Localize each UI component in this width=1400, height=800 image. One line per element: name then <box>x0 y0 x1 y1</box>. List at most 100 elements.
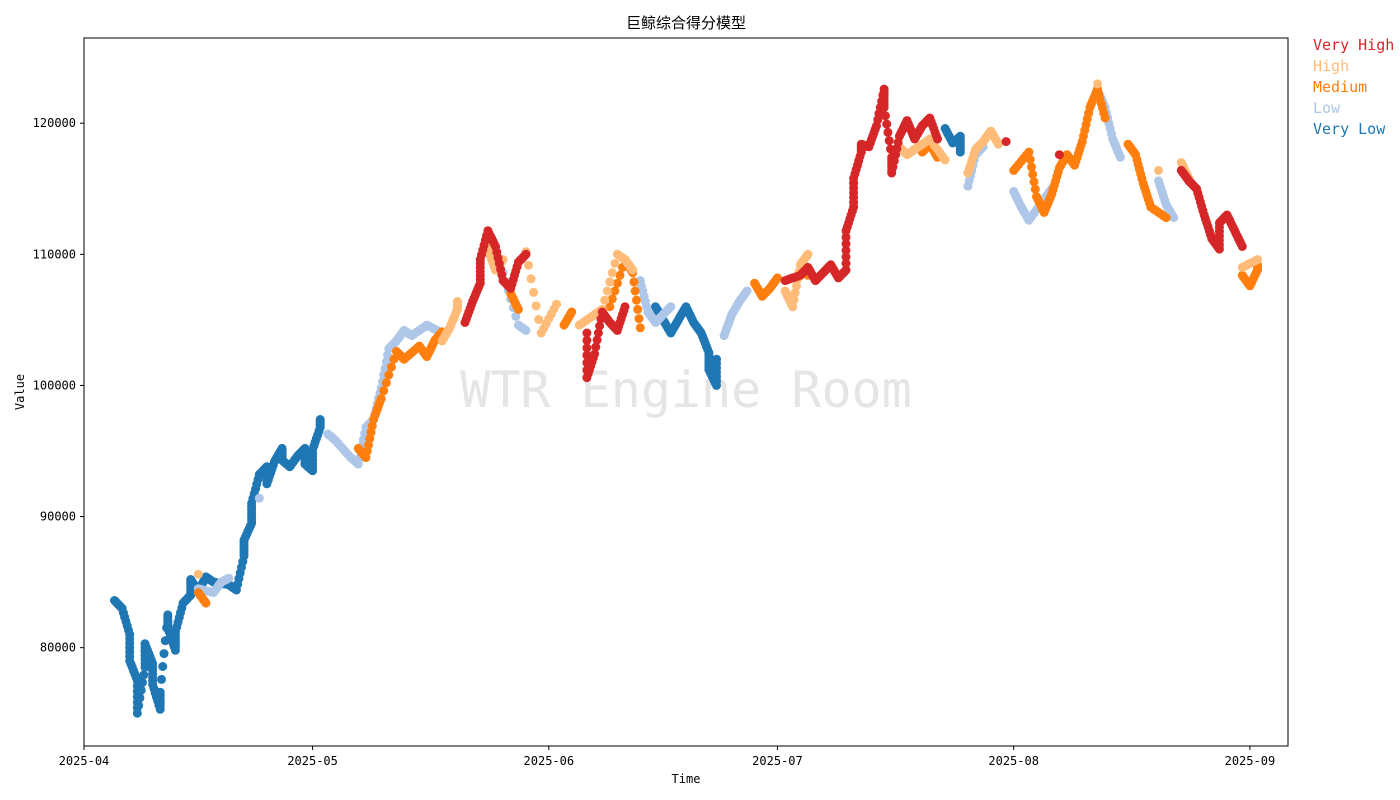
medium-point <box>615 270 625 280</box>
very-high-point <box>582 328 592 338</box>
medium-point <box>1161 213 1171 223</box>
high-point <box>193 569 203 579</box>
very-low-point <box>132 708 142 718</box>
plot-frame <box>83 37 1289 747</box>
y-tick-label: 80000 <box>40 641 76 655</box>
very-high-point <box>593 328 603 338</box>
very-low-point <box>134 701 144 711</box>
medium-point <box>381 378 391 388</box>
y-tick-label: 100000 <box>33 378 76 392</box>
very-low-point <box>159 649 169 659</box>
very-high-point <box>841 239 851 249</box>
high-point <box>529 287 539 297</box>
very-low-point <box>955 147 965 157</box>
low-point <box>224 573 234 583</box>
very-high-point <box>933 134 942 144</box>
very-high-point <box>592 335 602 345</box>
very-high-point <box>841 245 851 255</box>
chart-title: 巨鲸综合得分模型 <box>626 14 746 32</box>
medium-point <box>633 304 643 314</box>
very-high-point <box>880 111 890 121</box>
very-high-point <box>882 119 892 129</box>
y-axis-title: Value <box>13 374 27 410</box>
very-high-point <box>591 342 601 352</box>
medium-point <box>513 304 523 314</box>
medium-point <box>632 295 641 305</box>
medium-point <box>1100 113 1110 123</box>
very-high-point <box>884 136 894 146</box>
medium-point <box>567 307 577 317</box>
high-point <box>526 274 536 284</box>
low-point <box>1169 213 1179 223</box>
medium-point <box>629 277 639 287</box>
very-high-point <box>620 302 630 312</box>
y-tick-label: 90000 <box>40 510 76 524</box>
y-tick-label: 120000 <box>33 116 76 130</box>
medium-point <box>1024 147 1034 157</box>
legend: Very High High Medium Low Very Low <box>1313 36 1394 138</box>
medium-point <box>376 394 386 404</box>
medium-point <box>379 386 389 396</box>
medium-point <box>1028 169 1038 179</box>
y-tick-label: 110000 <box>33 247 76 261</box>
medium-point <box>1025 155 1035 164</box>
very-high-point <box>841 232 851 242</box>
x-tick-label: 2025-06 <box>524 754 575 768</box>
very-high-point <box>1001 137 1011 147</box>
high-point <box>803 249 813 259</box>
very-low-point <box>135 693 145 703</box>
x-axis: 2025-04 2025-05 2025-06 2025-07 2025-08 2025-… <box>59 746 1275 768</box>
low-point <box>254 493 264 503</box>
x-tick-label: 2025-09 <box>1225 754 1276 768</box>
watermark: WTR Engine Room <box>460 361 912 419</box>
high-point <box>940 155 950 165</box>
very-high-point <box>582 343 592 353</box>
data-points <box>110 79 1262 718</box>
very-low-point <box>157 674 166 684</box>
low-point <box>511 311 521 321</box>
very-low-point <box>712 354 721 364</box>
very-high-point <box>582 335 592 345</box>
high-point <box>628 265 638 275</box>
high-point <box>792 281 801 291</box>
very-low-point <box>136 685 146 695</box>
legend-item-low: Low <box>1313 99 1341 117</box>
medium-point <box>201 598 211 608</box>
medium-point <box>1029 177 1039 187</box>
medium-point <box>384 370 394 380</box>
x-tick-label: 2025-07 <box>752 754 803 768</box>
high-point <box>605 277 615 287</box>
medium-point <box>630 286 640 296</box>
high-point <box>531 301 541 311</box>
very-high-point <box>841 252 851 262</box>
medium-point <box>610 286 620 296</box>
legend-item-high: High <box>1313 57 1349 75</box>
high-point <box>452 297 462 306</box>
very-low-point <box>155 687 165 697</box>
x-tick-label: 2025-04 <box>59 754 110 768</box>
medium-point <box>1030 184 1040 194</box>
very-low-point <box>139 670 149 680</box>
legend-item-very-high: Very High <box>1313 36 1394 54</box>
very-low-point <box>158 662 168 671</box>
high-point <box>1154 165 1163 175</box>
very-high-point <box>879 103 889 112</box>
high-point <box>552 299 561 309</box>
medium-point <box>605 302 615 312</box>
very-high-point <box>883 127 893 137</box>
medium-point <box>612 278 622 288</box>
x-tick-label: 2025-08 <box>988 754 1039 768</box>
medium-point <box>386 362 396 372</box>
very-high-point <box>521 249 531 259</box>
medium-point <box>607 294 617 304</box>
very-high-point <box>841 259 851 268</box>
plot-area: WTR Engine Room <box>83 37 1289 747</box>
very-high-point <box>590 349 600 359</box>
high-point <box>600 295 610 305</box>
high-point <box>788 302 798 312</box>
very-high-point <box>595 321 605 331</box>
x-axis-title: Time <box>672 772 701 786</box>
low-point <box>1115 152 1125 162</box>
